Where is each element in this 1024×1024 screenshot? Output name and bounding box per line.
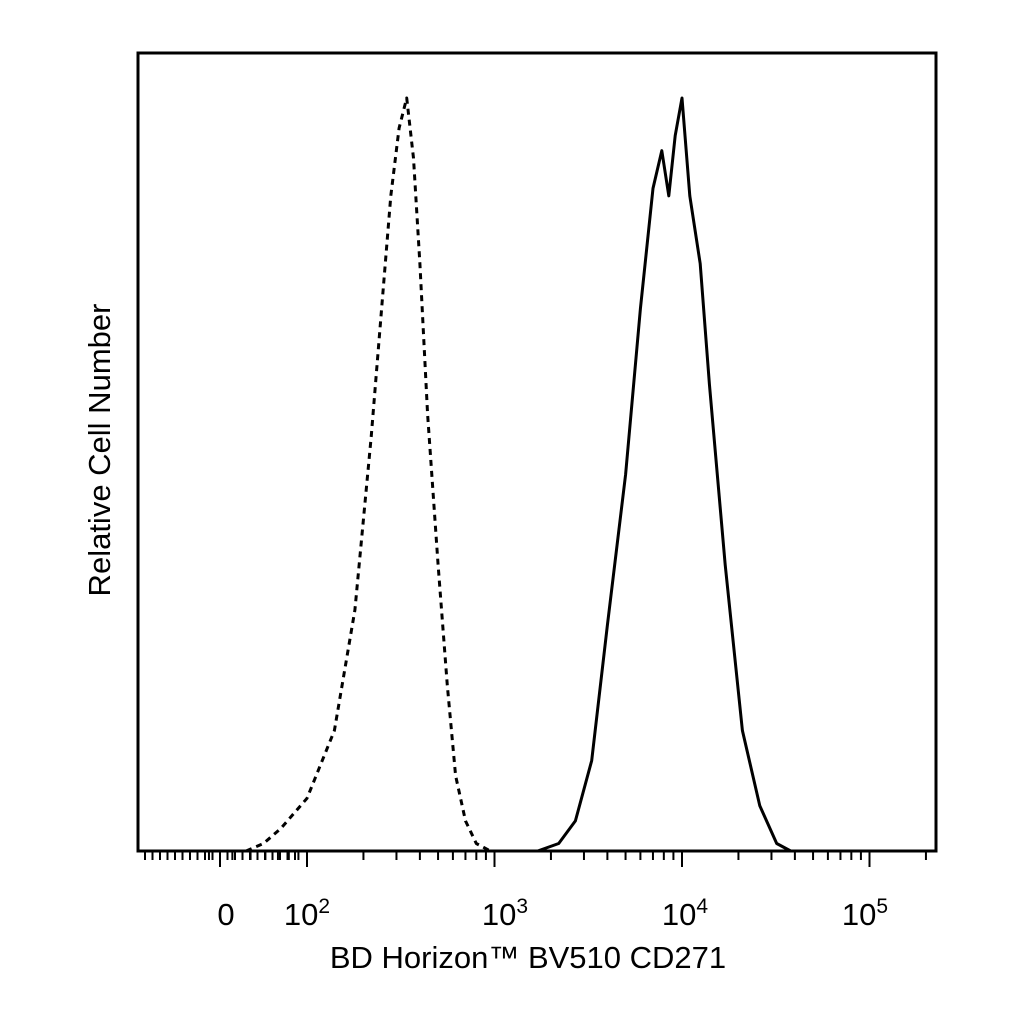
- x-tick-label: 104: [662, 895, 708, 932]
- histogram-series: [245, 96, 792, 853]
- plot-frame: [136, 51, 938, 853]
- x-axis-label: BD Horizon™ BV510 CD271: [330, 940, 726, 975]
- x-tick-label: 0: [217, 897, 234, 932]
- x-tick-label: 102: [284, 895, 330, 932]
- x-tick-label: 103: [482, 895, 528, 932]
- x-axis-ticks: [144, 851, 927, 867]
- y-axis-label: Relative Cell Number: [82, 304, 117, 597]
- x-axis-tick-labels: 0 102 103 104 105: [217, 895, 888, 932]
- isotype-control-curve: [245, 96, 492, 853]
- x-tick-label: 105: [842, 895, 888, 932]
- cd271-stained-curve: [537, 96, 792, 853]
